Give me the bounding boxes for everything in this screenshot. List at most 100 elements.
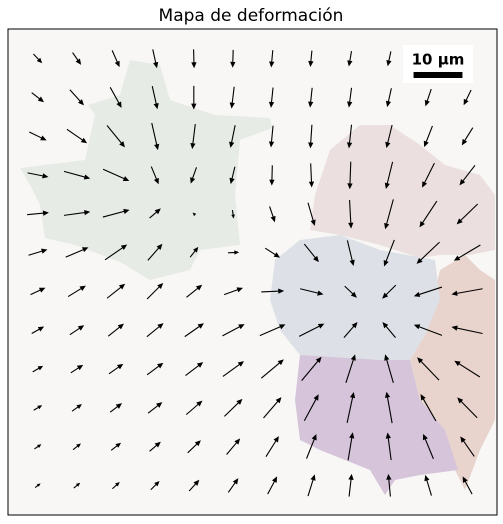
- arrow: [149, 208, 161, 219]
- arrow: [383, 239, 395, 267]
- arrow: [32, 365, 44, 373]
- arrow: [454, 360, 481, 378]
- arrow: [186, 284, 203, 298]
- plot-frame: [7, 28, 498, 516]
- arrow: [346, 124, 353, 149]
- cell-region: [270, 235, 440, 360]
- arrow: [72, 443, 81, 451]
- arrow: [459, 164, 476, 186]
- arrow: [147, 243, 163, 261]
- arrow: [147, 402, 163, 414]
- arrow: [269, 206, 276, 223]
- arrow: [265, 436, 279, 457]
- arrow: [423, 125, 433, 148]
- arrow: [109, 87, 122, 108]
- arrow: [348, 200, 354, 229]
- arrow: [260, 359, 284, 379]
- arrow: [424, 474, 433, 496]
- arrow: [184, 323, 204, 338]
- arrow: [422, 162, 435, 188]
- arrow: [300, 288, 324, 296]
- arrow: [347, 432, 355, 461]
- arrow: [269, 165, 275, 186]
- chart-title: Mapa de deformación: [159, 6, 344, 26]
- arrow: [107, 323, 124, 337]
- arrow: [451, 325, 483, 335]
- arrow: [70, 364, 84, 374]
- arrow: [223, 287, 244, 296]
- arrow: [31, 326, 45, 334]
- arrow: [413, 324, 443, 336]
- arrow: [307, 474, 316, 497]
- arrow: [269, 50, 275, 68]
- arrow: [150, 166, 159, 185]
- arrow: [111, 50, 120, 68]
- arrow: [190, 167, 198, 184]
- arrow: [222, 361, 245, 377]
- arrow: [268, 125, 275, 148]
- arrow: [33, 53, 43, 64]
- arrow: [112, 482, 120, 490]
- arrow: [307, 202, 316, 226]
- arrow: [229, 86, 235, 109]
- arrow: [110, 442, 122, 451]
- arrow: [382, 284, 397, 299]
- arrow: [151, 85, 159, 110]
- arrow: [66, 128, 88, 144]
- arrow: [188, 479, 200, 492]
- arrow: [63, 209, 91, 216]
- arrow: [463, 89, 472, 106]
- arrow: [261, 288, 285, 294]
- arrow: [229, 166, 236, 185]
- arrow: [222, 324, 245, 337]
- arrow: [191, 49, 197, 69]
- arrow: [106, 283, 126, 299]
- arrow: [457, 397, 478, 419]
- arrow: [33, 405, 43, 411]
- arrow: [347, 161, 353, 190]
- arrow: [386, 51, 392, 67]
- arrow: [102, 168, 130, 181]
- arrow: [224, 398, 243, 417]
- arrow: [149, 441, 161, 452]
- arrow: [151, 122, 160, 151]
- arrow: [384, 199, 394, 230]
- arrow: [31, 92, 45, 103]
- arrow: [63, 170, 91, 180]
- arrow: [34, 483, 41, 488]
- arrow: [308, 87, 314, 108]
- arrow: [384, 161, 394, 189]
- arrow: [346, 391, 356, 424]
- arrow: [108, 363, 124, 375]
- arrow: [190, 123, 196, 150]
- cell-regions: [20, 60, 495, 495]
- arrow: [28, 248, 48, 256]
- arrow: [231, 209, 235, 219]
- cell-region: [20, 60, 272, 280]
- arrow: [384, 354, 394, 383]
- arrow: [192, 212, 197, 217]
- arrows: [27, 49, 483, 497]
- arrow: [69, 325, 85, 336]
- arrow: [303, 394, 319, 421]
- arrow: [303, 243, 319, 263]
- arrow: [73, 482, 81, 489]
- scale-bar-label: 10 µm: [412, 51, 465, 69]
- arrow: [65, 247, 89, 258]
- arrow: [67, 285, 86, 298]
- arrow: [308, 50, 314, 68]
- arrow: [268, 87, 275, 108]
- arrow: [29, 131, 47, 141]
- arrow: [27, 210, 49, 216]
- arrow: [226, 438, 241, 455]
- arrow: [420, 394, 437, 422]
- arrow: [347, 51, 353, 67]
- arrow: [72, 52, 82, 65]
- arrow: [30, 287, 46, 296]
- arrow: [416, 241, 440, 264]
- arrow: [298, 323, 325, 337]
- arrow: [462, 476, 473, 495]
- scale-bar: [413, 72, 463, 78]
- arrow: [347, 87, 353, 108]
